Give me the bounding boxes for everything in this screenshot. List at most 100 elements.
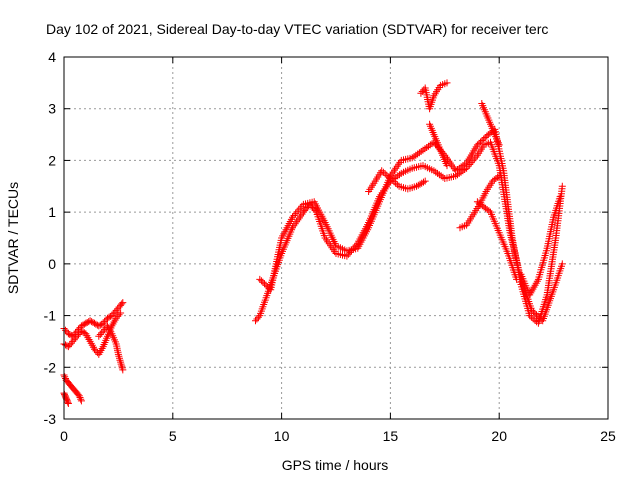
data-point [96, 321, 104, 329]
data-point [432, 168, 440, 176]
series-sat-track-14 [517, 193, 564, 299]
data-point [420, 178, 427, 186]
x-tick-label: 25 [600, 428, 616, 444]
data-point [259, 278, 267, 286]
data-point [390, 178, 398, 186]
data-point [396, 171, 403, 179]
data-point [408, 154, 416, 162]
data-point [558, 260, 566, 268]
data-point [435, 171, 443, 179]
data-point [62, 375, 69, 382]
data-point [478, 137, 486, 144]
data-point [86, 317, 94, 325]
data-point [473, 141, 481, 149]
y-tick-label: 3 [48, 101, 56, 117]
data-point [261, 280, 268, 288]
data-point [77, 395, 85, 403]
data-point [421, 145, 429, 153]
data-point [64, 398, 72, 406]
data-point [394, 172, 402, 180]
data-point [418, 88, 426, 95]
data-point [527, 313, 535, 321]
series-sat-track-2 [60, 309, 125, 358]
data-point [82, 319, 90, 327]
data-point [109, 310, 117, 318]
x-tick-label: 15 [383, 428, 399, 444]
data-point [252, 317, 259, 325]
data-point [79, 328, 87, 336]
y-tick-label: 0 [48, 256, 56, 272]
data-point [417, 89, 425, 97]
data-point [114, 305, 122, 313]
data-point [414, 150, 422, 158]
data-point [253, 315, 261, 323]
data-point [73, 332, 81, 340]
y-tick-label: -3 [44, 411, 57, 427]
data-point [495, 141, 503, 149]
data-point [69, 337, 77, 345]
data-point [423, 144, 431, 151]
plot-frame [63, 56, 609, 420]
x-tick-label: 5 [169, 428, 177, 444]
data-point [426, 141, 434, 149]
y-tick-label: 2 [48, 152, 56, 168]
data-points [60, 79, 566, 407]
data-point [76, 394, 84, 401]
data-point [415, 149, 423, 157]
data-point [437, 172, 445, 180]
data-point [531, 309, 539, 317]
data-point [428, 140, 436, 148]
y-tick-label: -2 [44, 359, 57, 375]
series-sat-track-10 [426, 120, 451, 170]
series-sat-track-9 [417, 79, 451, 113]
data-point [477, 138, 484, 146]
data-point [386, 175, 394, 182]
series-sat-track-8 [365, 167, 429, 195]
data-point [77, 397, 85, 405]
data-point [292, 210, 300, 218]
data-point [75, 331, 82, 338]
data-point [80, 320, 88, 328]
data-point [513, 275, 521, 283]
data-point [264, 283, 272, 291]
data-point [66, 341, 74, 349]
data-point [96, 331, 104, 338]
series-sat-track-11 [478, 100, 503, 149]
axis-ticks: 0 5 10 15 20 25 -3 -2 -1 0 1 2 3 4 [44, 49, 616, 444]
data-point [70, 336, 78, 344]
data-point [475, 139, 483, 147]
data-point [118, 300, 126, 308]
data-point [388, 176, 396, 184]
data-point [298, 202, 306, 210]
data-point [480, 135, 488, 143]
data-point [495, 172, 503, 180]
data-point [95, 332, 103, 340]
data-point [72, 334, 80, 342]
data-point [91, 319, 98, 327]
data-point [289, 213, 296, 221]
data-point [443, 79, 451, 87]
data-point [98, 329, 106, 337]
y-tick-label: -1 [44, 308, 57, 324]
data-point [61, 373, 69, 381]
data-point [64, 400, 72, 407]
data-point [481, 134, 489, 141]
data-point [114, 312, 122, 320]
data-point [425, 142, 432, 150]
data-point [383, 171, 391, 179]
data-point [67, 331, 75, 339]
chart-title: Day 102 of 2021, Sidereal Day-to-day VTE… [46, 21, 548, 37]
data-point [417, 147, 425, 155]
x-tick-label: 20 [491, 428, 507, 444]
data-point [430, 167, 438, 175]
data-point [381, 170, 389, 178]
data-point [119, 366, 127, 374]
y-tick-label: 1 [48, 204, 56, 220]
data-point [421, 177, 429, 185]
data-point [67, 339, 75, 347]
data-point [529, 315, 537, 323]
grid-lines [64, 57, 608, 419]
data-point [443, 162, 451, 170]
